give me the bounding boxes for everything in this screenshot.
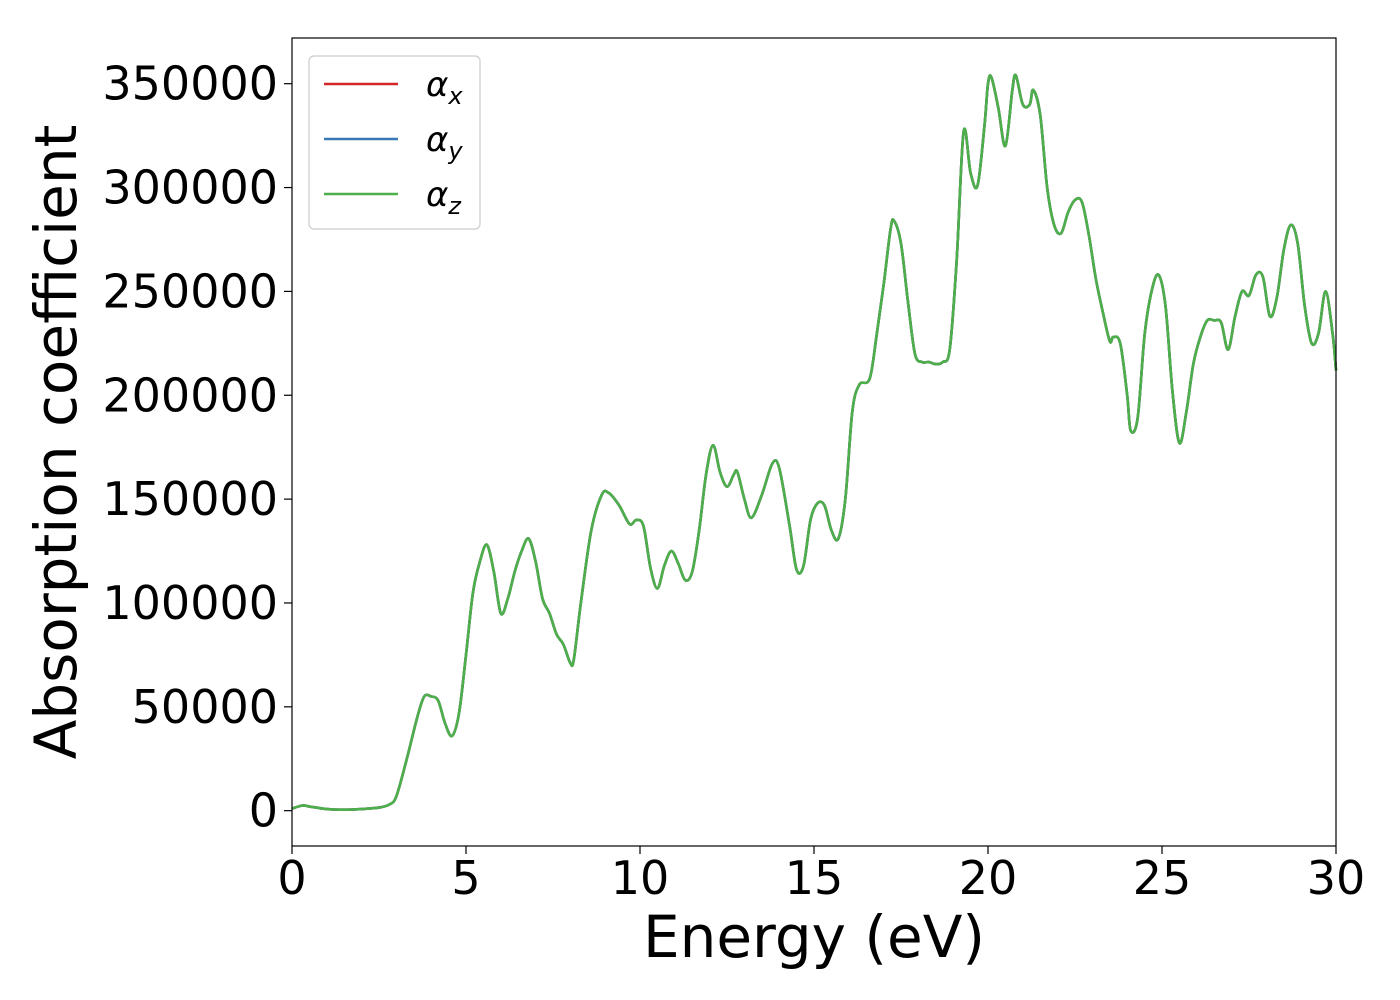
series-line-z bbox=[291, 73, 1338, 811]
y-tick-label: 250000 bbox=[102, 264, 278, 318]
x-axis-label: Energy (eV) bbox=[643, 903, 985, 971]
x-tick-label: 15 bbox=[785, 851, 844, 905]
x-tick-label: 30 bbox=[1307, 851, 1366, 905]
y-tick-label: 200000 bbox=[102, 368, 278, 422]
y-axis-label: Absorption coefficient bbox=[22, 125, 90, 760]
x-tick-label: 25 bbox=[1133, 851, 1192, 905]
x-tick-label: 0 bbox=[277, 851, 306, 905]
x-axis-ticks: 0 5 10 15 20 25 30 bbox=[277, 846, 1365, 905]
y-axis-ticks: 0 50000 100000 150000 200000 250000 300000 3500… bbox=[102, 57, 292, 838]
y-tick-label: 0 bbox=[249, 784, 278, 838]
legend-box bbox=[308, 55, 481, 230]
x-tick-label: 5 bbox=[451, 851, 480, 905]
y-tick-label: 50000 bbox=[132, 680, 278, 734]
series-layer bbox=[291, 73, 1338, 811]
y-tick-label: 300000 bbox=[102, 161, 278, 215]
y-tick-label: 150000 bbox=[102, 472, 278, 526]
y-tick-label: 100000 bbox=[102, 576, 278, 630]
x-tick-label: 10 bbox=[611, 851, 670, 905]
y-tick-label: 350000 bbox=[102, 57, 278, 111]
x-tick-label: 20 bbox=[959, 851, 1018, 905]
